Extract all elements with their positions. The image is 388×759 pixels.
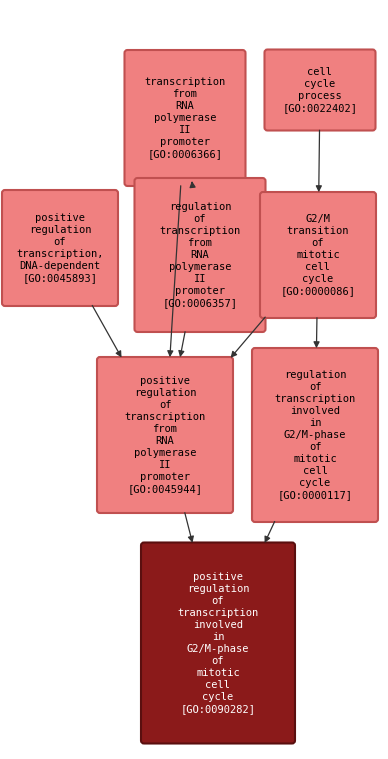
FancyBboxPatch shape	[125, 50, 246, 186]
Text: positive
regulation
of
transcription
from
RNA
polymerase
II
promoter
[GO:0045944: positive regulation of transcription fro…	[125, 376, 206, 494]
FancyBboxPatch shape	[265, 49, 376, 131]
FancyBboxPatch shape	[2, 190, 118, 306]
FancyBboxPatch shape	[252, 348, 378, 522]
FancyBboxPatch shape	[97, 357, 233, 513]
FancyBboxPatch shape	[141, 543, 295, 744]
Text: cell
cycle
process
[GO:0022402]: cell cycle process [GO:0022402]	[282, 67, 357, 113]
Text: regulation
of
transcription
involved
in
G2/M-phase
of
mitotic
cell
cycle
[GO:000: regulation of transcription involved in …	[274, 370, 356, 500]
Text: positive
regulation
of
transcription
involved
in
G2/M-phase
of
mitotic
cell
cycl: positive regulation of transcription inv…	[177, 572, 259, 714]
FancyBboxPatch shape	[135, 178, 265, 332]
Text: regulation
of
transcription
from
RNA
polymerase
II
promoter
[GO:0006357]: regulation of transcription from RNA pol…	[159, 202, 241, 308]
Text: G2/M
transition
of
mitotic
cell
cycle
[GO:0000086]: G2/M transition of mitotic cell cycle [G…	[281, 214, 355, 296]
Text: transcription
from
RNA
polymerase
II
promoter
[GO:0006366]: transcription from RNA polymerase II pro…	[144, 77, 226, 159]
FancyBboxPatch shape	[260, 192, 376, 318]
Text: positive
regulation
of
transcription,
DNA-dependent
[GO:0045893]: positive regulation of transcription, DN…	[16, 213, 104, 283]
